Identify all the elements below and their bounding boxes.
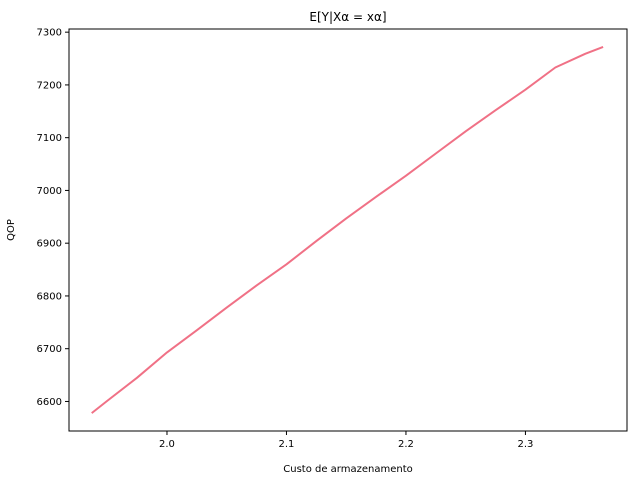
plot-area	[69, 29, 627, 431]
y-tick-label: 7100	[37, 133, 62, 144]
y-tick-label: 6700	[37, 344, 62, 355]
y-tick-label: 6800	[37, 291, 62, 302]
y-axis-ticks: 6600 6700 6800 6900 7000 7100 7200 7300	[37, 28, 69, 408]
series-layer	[91, 45, 604, 414]
x-tick-label: 2.3	[517, 439, 533, 450]
x-tick-label: 2.0	[159, 439, 175, 450]
y-tick-label: 7300	[37, 28, 62, 39]
y-tick-label: 7000	[37, 186, 62, 197]
x-axis-ticks: 2.0 2.1 2.2 2.3	[159, 431, 533, 450]
x-axis-label: Custo de armazenamento	[283, 464, 413, 475]
y-tick-label: 6900	[37, 239, 62, 250]
chart-title: E[Y|Xα = xα]	[309, 10, 386, 24]
x-tick-label: 2.1	[279, 439, 295, 450]
y-axis-label: QOP	[6, 219, 17, 241]
x-tick-label: 2.2	[398, 439, 414, 450]
plot-frame	[68, 28, 628, 432]
y-tick-label: 7200	[37, 80, 62, 91]
series-line	[91, 45, 604, 414]
y-tick-label: 6600	[37, 397, 62, 408]
